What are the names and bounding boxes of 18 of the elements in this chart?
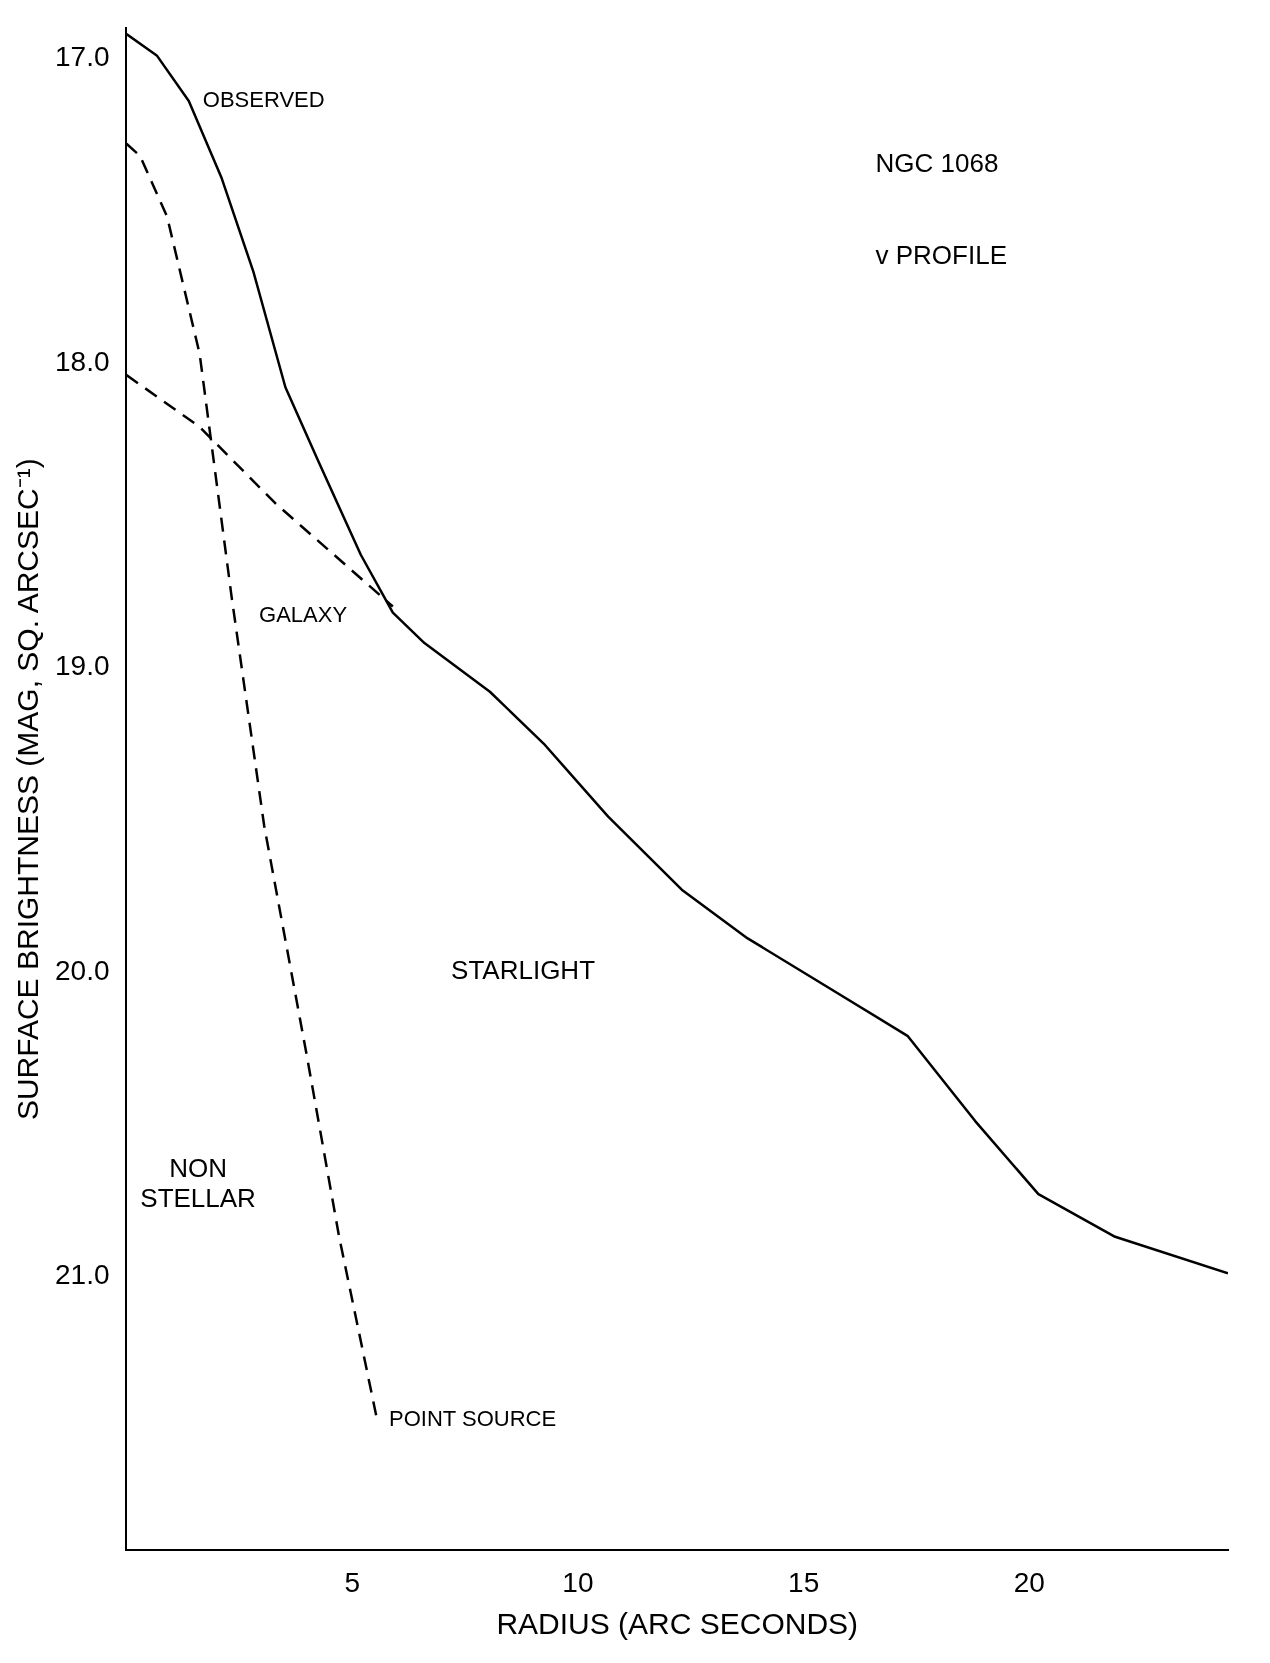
y-axis-title: SURFACE BRIGHTNESS (MAG, SQ. ARCSEC⁻¹): [11, 458, 45, 1121]
x-tick-label: 10: [562, 1566, 594, 1598]
x-tick-label: 20: [1013, 1566, 1045, 1598]
annotation: NGC 1068: [875, 148, 999, 179]
annotation: STARLIGHT: [451, 955, 596, 986]
y-tick-label: 20.0: [55, 954, 110, 986]
x-tick-label: 5: [344, 1566, 360, 1598]
y-tick-label: 21.0: [55, 1259, 110, 1291]
y-tick-label: 17.0: [55, 41, 110, 73]
annotation: NON STELLAR: [140, 1153, 256, 1214]
y-tick-label: 19.0: [55, 650, 110, 682]
series-label: OBSERVED: [202, 87, 325, 113]
series-label: POINT SOURCE: [389, 1405, 557, 1431]
annotation: v PROFILE: [875, 239, 1007, 270]
x-tick-label: 15: [788, 1566, 820, 1598]
x-axis-title: RADIUS (ARC SECONDS): [496, 1607, 859, 1641]
series-label: GALAXY: [259, 602, 348, 628]
y-tick-label: 18.0: [55, 345, 110, 377]
